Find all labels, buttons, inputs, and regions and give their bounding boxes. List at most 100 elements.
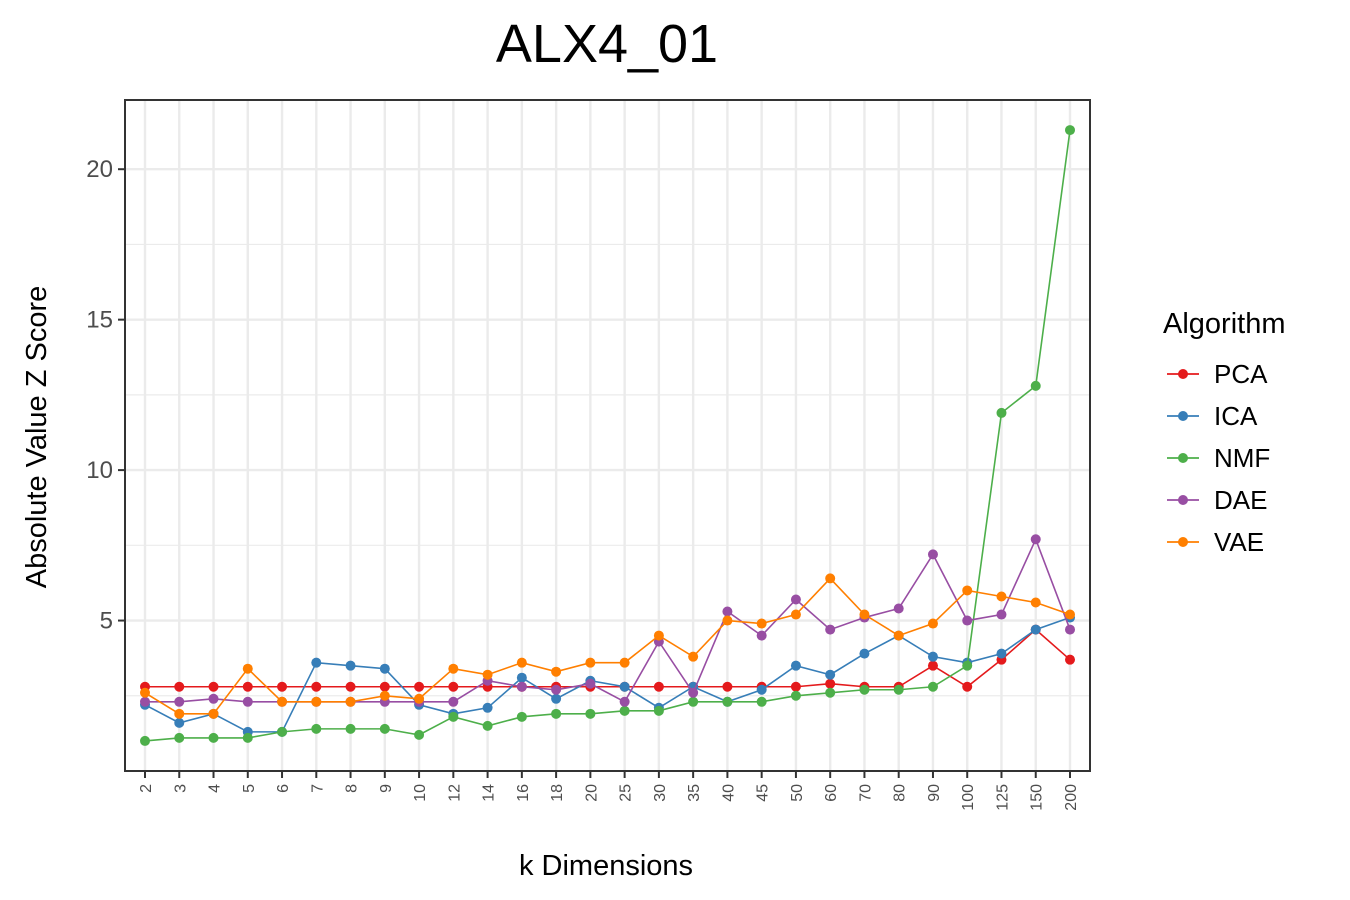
x-axis: 2 3 4 5 6 7 8 9 10 12 14 16 18 20 25 30 35 40 45 50 60 70 80 90… [138,771,1080,811]
data-point-nmf [722,696,733,707]
data-point-nmf [790,690,801,701]
x-tick-label: 80 [892,784,909,802]
data-point-vae [311,696,322,707]
data-point-nmf [653,705,664,716]
data-point-vae [927,618,938,629]
data-point-dae [927,549,938,560]
x-tick-label: 5 [241,784,258,793]
data-point-dae [242,696,253,707]
data-point-vae [688,651,699,662]
plot-panel [124,99,1091,772]
x-tick-label: 25 [618,784,635,802]
data-point-vae [1065,609,1075,620]
legend-label: ICA [1214,401,1258,431]
data-point-dae [619,696,630,707]
x-tick-label: 40 [720,784,737,802]
data-point-nmf [893,684,904,695]
data-point-nmf [516,711,527,722]
data-point-ica [551,693,562,704]
legend-item-dae: DAE [1167,485,1267,515]
data-point-vae [859,609,870,620]
data-point-dae [208,693,219,704]
data-point-dae [448,696,459,707]
data-point-vae [962,585,973,596]
y-axis: 5 10 15 20 [86,156,125,635]
data-point-pca [722,681,733,692]
data-point-nmf [140,735,150,746]
data-point-nmf [688,696,699,707]
x-tick-label: 70 [857,784,874,802]
x-tick-label: 16 [515,784,532,802]
data-point-nmf [859,684,870,695]
data-point-vae [551,666,562,677]
legend-label: PCA [1214,359,1268,389]
data-point-ica [756,684,767,695]
data-point-vae [140,687,150,698]
data-point-ica [516,672,527,683]
data-point-dae [585,678,596,689]
data-point-dae [174,696,185,707]
legend-items: PCA ICA NMF DAE VAE [1167,359,1270,557]
plot-background [125,100,1090,771]
y-tick-label: 20 [86,156,113,183]
data-point-nmf [1030,380,1041,391]
data-point-nmf [962,660,973,671]
legend-item-pca: PCA [1167,359,1268,389]
x-tick-label: 7 [309,784,326,793]
data-point-pca [927,660,938,671]
legend-label: NMF [1214,443,1270,473]
data-point-nmf [1065,125,1075,136]
x-tick-label: 10 [412,784,429,802]
data-point-ica [859,648,870,659]
data-point-nmf [414,729,425,740]
legend-key-point [1178,453,1188,463]
x-tick-label: 4 [207,784,224,793]
x-tick-label: 150 [1029,784,1046,811]
data-point-vae [619,657,630,668]
data-point-vae [790,609,801,620]
data-point-vae [242,663,253,674]
x-tick-label: 18 [549,784,566,802]
x-tick-label: 60 [823,784,840,802]
data-point-ica [379,663,390,674]
series-vae [140,573,1075,719]
y-axis-title: Absolute Value Z Score [21,286,53,589]
series-line-nmf [144,129,1071,742]
x-tick-label: 125 [994,784,1011,811]
data-point-pca [379,681,390,692]
data-point-vae [208,708,219,719]
data-point-nmf [927,681,938,692]
data-point-pca [790,681,801,692]
data-point-pca [1065,654,1075,665]
data-point-vae [722,615,733,626]
data-point-nmf [311,723,322,734]
x-axis-title: k Dimensions [519,850,693,882]
data-point-dae [962,615,973,626]
legend-key-point [1178,537,1188,547]
data-point-ica [482,702,493,713]
data-point-nmf [379,723,390,734]
x-tick-label: 90 [926,784,943,802]
x-tick-label: 2 [138,784,155,793]
legend-item-nmf: NMF [1167,443,1270,473]
x-tick-label: 200 [1063,784,1080,811]
data-point-nmf [448,711,459,722]
y-tick-label: 10 [86,457,113,484]
data-point-vae [893,630,904,641]
legend-key-point [1178,369,1188,379]
data-point-pca [345,681,356,692]
data-point-ica [996,648,1007,659]
legend-item-ica: ICA [1167,401,1258,431]
data-point-dae [551,684,562,695]
data-point-pca [277,681,288,692]
data-point-dae [516,681,527,692]
data-point-nmf [174,732,185,743]
data-point-vae [585,657,596,668]
legend: Algorithm PCA ICA NMF DAE VAE [1163,308,1286,557]
data-point-nmf [996,407,1007,418]
series-layer [140,125,1075,746]
data-point-pca [414,681,425,692]
data-point-ica [174,717,185,728]
data-point-pca [242,681,253,692]
